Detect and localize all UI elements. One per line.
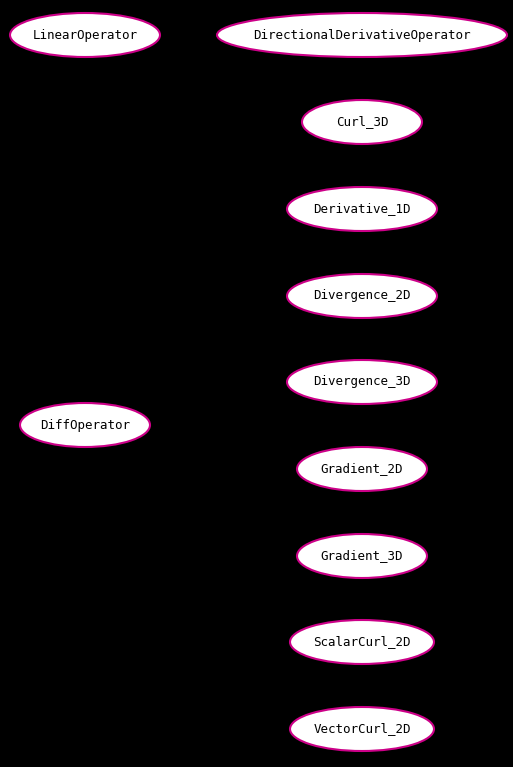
Ellipse shape [297, 534, 427, 578]
Ellipse shape [287, 187, 437, 231]
Text: Curl_3D: Curl_3D [336, 116, 388, 129]
Text: Gradient_3D: Gradient_3D [321, 549, 403, 562]
Text: DirectionalDerivativeOperator: DirectionalDerivativeOperator [253, 28, 471, 41]
Text: LinearOperator: LinearOperator [32, 28, 137, 41]
Ellipse shape [302, 100, 422, 144]
Text: Derivative_1D: Derivative_1D [313, 202, 411, 216]
Ellipse shape [287, 360, 437, 404]
Ellipse shape [217, 13, 507, 57]
Text: Divergence_2D: Divergence_2D [313, 289, 411, 302]
Ellipse shape [287, 274, 437, 318]
Ellipse shape [297, 447, 427, 491]
Ellipse shape [20, 403, 150, 447]
Text: DiffOperator: DiffOperator [40, 419, 130, 432]
Text: VectorCurl_2D: VectorCurl_2D [313, 723, 411, 736]
Ellipse shape [290, 707, 434, 751]
Ellipse shape [10, 13, 160, 57]
Text: Divergence_3D: Divergence_3D [313, 376, 411, 389]
Text: Gradient_2D: Gradient_2D [321, 463, 403, 476]
Text: ScalarCurl_2D: ScalarCurl_2D [313, 636, 411, 649]
Ellipse shape [290, 620, 434, 664]
